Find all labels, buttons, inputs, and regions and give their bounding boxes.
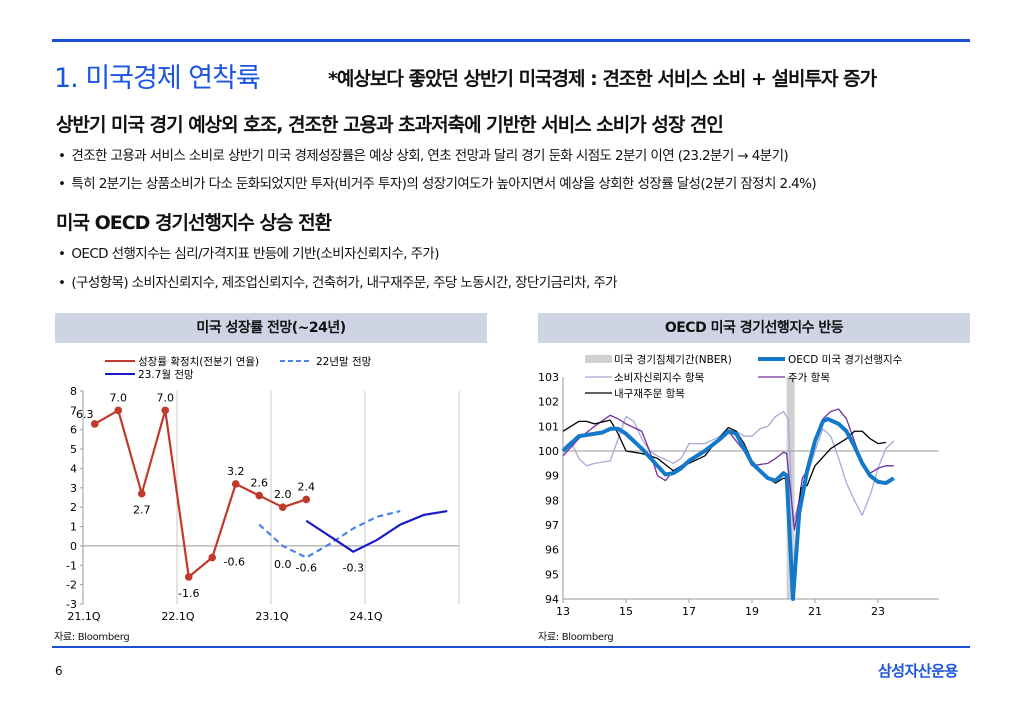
data-label: -0.3 <box>343 562 364 575</box>
data-point <box>184 573 193 581</box>
series-line-2 <box>562 408 894 531</box>
x-tick-label: 19 <box>745 605 759 618</box>
series-line-0 <box>94 408 307 579</box>
data-label: 0.0 <box>274 558 292 571</box>
chart2-legend: 미국 경기침체기간(NBER) OECD 미국 경기선행지수 소비자신뢰지수 항… <box>585 353 903 400</box>
chart2-title: OECD 미국 경기선행지수 반등 <box>538 313 970 343</box>
y-tick-label: -1 <box>66 559 77 572</box>
x-tick-label: 23.1Q <box>255 610 288 623</box>
y-tick-label: -2 <box>66 579 77 592</box>
y-tick-label: 98 <box>545 494 559 507</box>
x-tick-label: 17 <box>682 605 696 618</box>
page-title: 1. 미국경제 연착륙 <box>54 63 261 94</box>
data-point <box>278 503 287 511</box>
y-tick-label: 103 <box>538 371 559 384</box>
legend-label: 소비자신뢰지수 항목 <box>614 372 705 384</box>
y-tick-label: 2 <box>70 501 77 514</box>
legend-label: OECD 미국 경기선행지수 <box>788 353 903 366</box>
bullet: (구성항목) 소비자신뢰지수, 제조업신뢰지수, 건축허가, 내구재주문, 주당… <box>58 271 617 291</box>
page-number: 6 <box>55 664 63 678</box>
data-label: 2.0 <box>274 488 292 501</box>
legend-label: 23.7월 전망 <box>138 369 194 381</box>
legend-label: 내구재주문 항목 <box>614 388 685 400</box>
chart1-legend: 성장률 확정치(전분기 연율) 22년말 전망 23.7월 전망 <box>105 355 372 381</box>
y-tick-label: 6 <box>70 424 77 437</box>
legend-label: 주가 항목 <box>788 372 830 384</box>
chart1-title: 미국 성장률 전망(~24년) <box>55 313 487 343</box>
data-point <box>231 480 240 488</box>
section1-heading: 상반기 미국 경기 예상외 호조, 견조한 고용과 초과저축에 기반한 서비스 … <box>56 114 724 136</box>
y-tick-label: 8 <box>70 385 77 398</box>
top-divider <box>52 39 970 42</box>
data-label: -1.6 <box>178 587 199 600</box>
data-point <box>208 553 217 562</box>
data-point <box>161 406 170 415</box>
x-tick-label: 22.1Q <box>161 610 194 623</box>
y-tick-label: 3 <box>70 482 77 495</box>
page-subtitle: *예상보다 좋았던 상반기 미국경제 : 견조한 서비스 소비 + 설비투자 증… <box>328 68 877 90</box>
y-tick-label: 100 <box>538 445 559 458</box>
y-tick-label: 97 <box>545 519 559 532</box>
data-label: 7.0 <box>110 391 128 404</box>
legend-label: 미국 경기침체기간(NBER) <box>614 353 732 366</box>
y-tick-label: 1 <box>70 521 77 534</box>
legend-swatch-recession <box>585 355 612 363</box>
chart1-source: 자료: Bloomberg <box>54 632 130 643</box>
y-tick-label: 7 <box>70 404 77 417</box>
x-tick-label: 23 <box>871 605 885 618</box>
y-tick-label: 94 <box>545 593 559 606</box>
growth-chart: 21.1Q 22.1Q 23.1Q 24.1Q 8 7 6 5 4 3 2 1 0 -1 -2 -3 6.3 7.… <box>66 385 460 623</box>
x-tick-label: 24.1Q <box>349 610 382 623</box>
data-point <box>302 495 311 504</box>
x-tick-label: 21.1Q <box>67 610 100 623</box>
data-point <box>255 491 264 500</box>
y-tick-label: 96 <box>545 544 559 557</box>
legend-label: 성장률 확정치(전분기 연율) <box>138 355 259 368</box>
y-tick-label: -3 <box>66 598 77 611</box>
data-label: 7.0 <box>157 391 175 404</box>
bottom-divider <box>52 646 970 648</box>
y-tick-label: 0 <box>70 540 77 553</box>
section2-heading: 미국 OECD 경기선행지수 상승 전환 <box>56 212 332 234</box>
data-label: 2.7 <box>133 504 151 517</box>
series-line-2 <box>305 509 448 553</box>
y-tick-label: 102 <box>538 396 559 409</box>
y-tick-label: 5 <box>70 443 77 456</box>
data-label: -0.6 <box>224 556 245 569</box>
chart2-source: 자료: Bloomberg <box>538 632 614 643</box>
y-tick-label: 101 <box>538 420 559 433</box>
brand-logo: 삼성자산운용 <box>878 662 958 680</box>
data-label: -0.6 <box>296 562 317 575</box>
y-tick-label: 95 <box>545 568 559 581</box>
data-point <box>90 420 99 428</box>
y-tick-label: 4 <box>70 462 77 475</box>
legend-label: 22년말 전망 <box>316 356 372 368</box>
bullet: OECD 선행지수는 심리/가격지표 반등에 기반(소비자신뢰지수, 주가) <box>58 242 439 262</box>
bullet: 특히 2분기는 상품소비가 다소 둔화되었지만 투자(비거주 투자)의 성장기여… <box>58 172 816 192</box>
data-label: 2.4 <box>298 480 316 493</box>
series-line-3 <box>562 419 886 600</box>
data-label: 2.6 <box>251 477 269 490</box>
x-tick-label: 21 <box>808 605 822 618</box>
series-line-0 <box>561 416 895 601</box>
x-tick-label: 15 <box>619 605 633 618</box>
data-label: 6.3 <box>76 408 94 421</box>
y-tick-label: 99 <box>545 470 559 483</box>
data-point <box>137 489 146 498</box>
data-point <box>114 406 123 415</box>
bullet: 견조한 고용과 서비스 소비로 상반기 미국 경제성장률은 예상 상회, 연초 … <box>58 144 788 164</box>
series-line-1 <box>258 509 401 559</box>
data-label: 3.2 <box>227 465 245 478</box>
x-tick-label: 13 <box>556 605 570 618</box>
